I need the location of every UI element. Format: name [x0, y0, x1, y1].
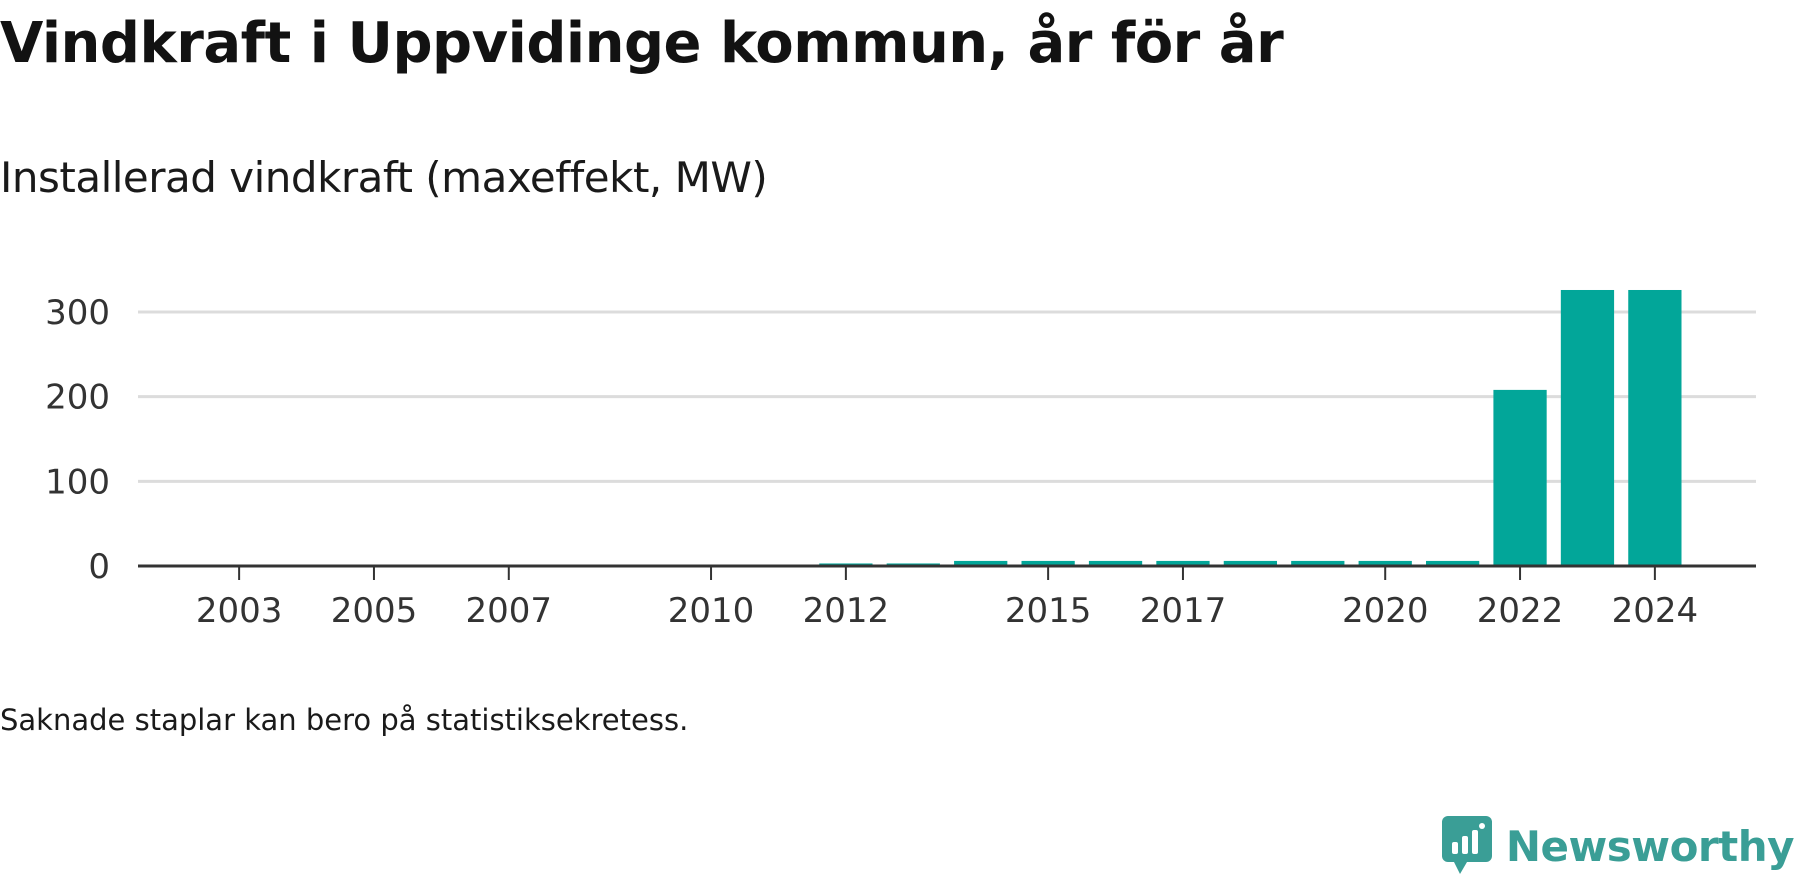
chart-subtitle: Installerad vindkraft (maxeffekt, MW)	[0, 153, 768, 202]
bars	[819, 289, 1682, 566]
bar-2019	[1291, 560, 1345, 566]
x-tick-label: 2017	[1140, 591, 1227, 631]
bar-2014	[954, 560, 1008, 566]
y-axis-labels: 0 100 200 300	[45, 293, 110, 587]
bar-2021	[1425, 560, 1480, 566]
bar-2015	[1021, 560, 1075, 566]
bar-2016	[1088, 560, 1143, 566]
chart-title: Vindkraft i Uppvidinge kommun, år för år	[0, 11, 1284, 76]
x-tick-label: 2020	[1342, 591, 1429, 631]
bar-2022	[1493, 389, 1547, 566]
footnote: Saknade staplar kan bero på statistiksek…	[0, 703, 689, 737]
x-axis-ticks	[238, 566, 1656, 580]
x-tick-label: 2015	[1005, 591, 1092, 631]
x-tick-label: 2010	[668, 591, 755, 631]
x-tick-label: 2012	[803, 591, 890, 631]
y-tick-label: 200	[45, 378, 110, 418]
x-axis-labels: 2003 2005 2007 2010 2012 2015 2017 2020 2022 2024	[196, 591, 1698, 631]
x-tick-label: 2005	[331, 591, 418, 631]
bar-2018	[1223, 560, 1278, 566]
bar-2017	[1156, 560, 1210, 566]
y-tick-label: 100	[45, 462, 110, 502]
bar-2020	[1358, 560, 1412, 566]
y-tick-label: 0	[88, 547, 110, 587]
x-tick-label: 2022	[1477, 591, 1564, 631]
x-tick-label: 2024	[1612, 591, 1699, 631]
bar-2024	[1628, 289, 1682, 566]
x-tick-label: 2007	[466, 591, 553, 631]
brand-logo[interactable]: Newsworthy	[1441, 816, 1795, 876]
x-tick-label: 2003	[196, 591, 283, 631]
gridlines	[138, 310, 1756, 483]
bar-2023	[1560, 289, 1615, 566]
brand-name: Newsworthy	[1505, 821, 1795, 871]
newsworthy-logo-icon	[1441, 816, 1492, 874]
y-tick-label: 300	[45, 293, 110, 333]
